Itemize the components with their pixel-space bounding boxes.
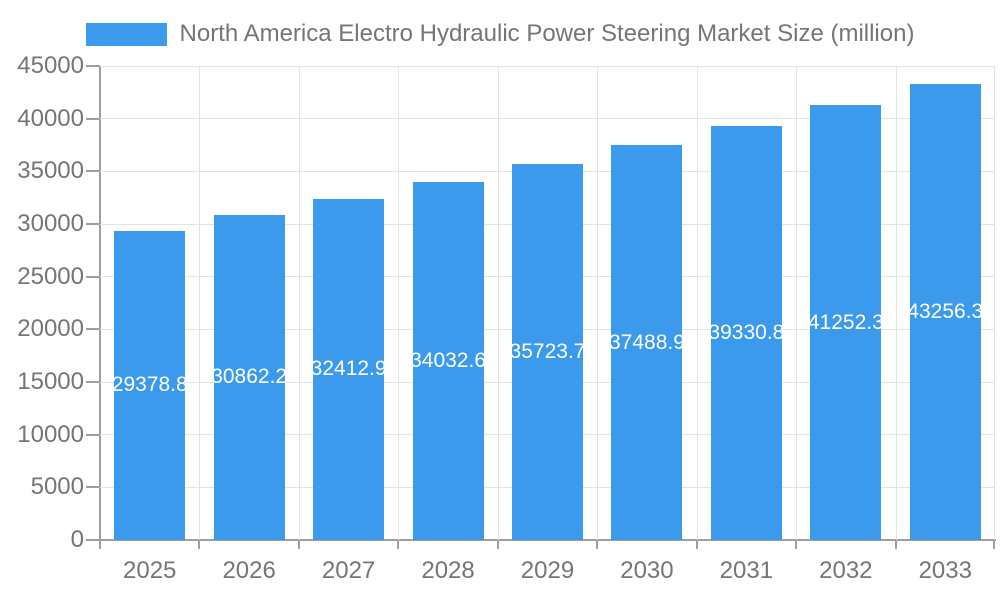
y-tick-label: 10000 xyxy=(17,420,84,448)
y-tick-mark xyxy=(86,433,100,436)
y-tick-label: 0 xyxy=(70,526,84,553)
y-tick-label: 45000 xyxy=(17,52,84,79)
x-tick-mark xyxy=(496,540,499,549)
x-tick-label: 2028 xyxy=(421,557,475,584)
gridline-vertical xyxy=(994,66,995,540)
y-tick-mark xyxy=(86,381,100,383)
x-tick-label: 2025 xyxy=(123,557,177,584)
gridline-vertical xyxy=(199,66,201,540)
x-tick-mark xyxy=(99,540,101,549)
gridline-vertical xyxy=(796,66,798,540)
gridline-vertical xyxy=(298,66,300,540)
gridline-horizontal xyxy=(100,118,995,120)
bar-2031[interactable]: 39330.8 xyxy=(710,125,782,540)
x-tick-mark xyxy=(993,540,995,549)
x-tick-label: 2033 xyxy=(918,557,972,584)
bar-value-label: 29378.8 xyxy=(114,373,186,397)
y-tick-label: 25000 xyxy=(17,262,84,290)
y-tick-mark xyxy=(86,65,100,67)
y-tick-mark xyxy=(86,170,100,173)
bar-value-label: 34032.6 xyxy=(412,348,484,372)
x-tick-mark xyxy=(695,540,698,549)
bar-2033[interactable]: 43256.3 xyxy=(909,84,981,540)
legend[interactable]: North America Electro Hydraulic Power St… xyxy=(0,20,1000,48)
gridline-vertical xyxy=(696,66,698,540)
x-tick-mark xyxy=(198,540,201,549)
x-tick-mark xyxy=(795,540,798,549)
gridline-vertical xyxy=(497,66,499,540)
bar-value-label: 32412.9 xyxy=(313,357,385,381)
x-tick-label: 2027 xyxy=(321,557,376,584)
bar-value-label: 41252.3 xyxy=(810,310,882,334)
y-tick-label: 40000 xyxy=(17,104,84,132)
x-tick-label: 2026 xyxy=(222,557,276,584)
y-tick-label: 15000 xyxy=(17,368,84,395)
y-tick-label: 30000 xyxy=(17,210,84,237)
gridline-vertical xyxy=(398,66,400,540)
x-tick-label: 2031 xyxy=(719,557,774,584)
y-tick-label: 20000 xyxy=(17,315,84,343)
y-axis-line xyxy=(99,66,101,542)
x-tick-mark xyxy=(297,540,300,549)
plot-area: 29378.8 30862.2 32412.9 34032.6 35723.7 37488… xyxy=(100,65,995,540)
bar-value-label: 30862.2 xyxy=(213,365,285,389)
y-tick-mark xyxy=(86,328,100,331)
y-tick-mark xyxy=(86,223,100,225)
y-tick-label: 5000 xyxy=(30,473,84,501)
y-tick-label: 35000 xyxy=(17,157,84,185)
bar-2028[interactable]: 34032.6 xyxy=(412,181,484,540)
bar-value-label: 39330.8 xyxy=(710,320,782,344)
bar-2032[interactable]: 41252.3 xyxy=(810,105,882,540)
bar-2030[interactable]: 37488.9 xyxy=(611,145,683,540)
x-axis-line xyxy=(100,539,996,541)
legend-label: North America Electro Hydraulic Power St… xyxy=(179,20,915,47)
y-tick-mark xyxy=(86,275,100,278)
bar-value-label: 35723.7 xyxy=(512,339,583,363)
x-tick-label: 2030 xyxy=(620,557,674,584)
y-tick-mark xyxy=(86,486,100,489)
x-tick-label: 2032 xyxy=(819,557,873,584)
y-tick-mark xyxy=(86,117,100,120)
x-tick-mark xyxy=(397,540,400,549)
gridline-vertical xyxy=(597,66,599,540)
gridline-horizontal xyxy=(100,65,995,67)
bar-value-label: 37488.9 xyxy=(611,330,683,354)
x-tick-mark xyxy=(596,540,599,549)
gridline-vertical xyxy=(895,66,897,540)
legend-swatch xyxy=(85,22,167,46)
y-tick-mark xyxy=(86,539,100,541)
bar-2026[interactable]: 30862.2 xyxy=(213,214,285,540)
bar-value-label: 43256.3 xyxy=(909,300,981,324)
bar-2027[interactable]: 32412.9 xyxy=(313,198,385,540)
bar-2029[interactable]: 35723.7 xyxy=(512,163,583,540)
bar-2025[interactable]: 29378.8 xyxy=(114,230,186,540)
x-tick-mark xyxy=(894,540,897,549)
x-tick-label: 2029 xyxy=(520,557,575,584)
